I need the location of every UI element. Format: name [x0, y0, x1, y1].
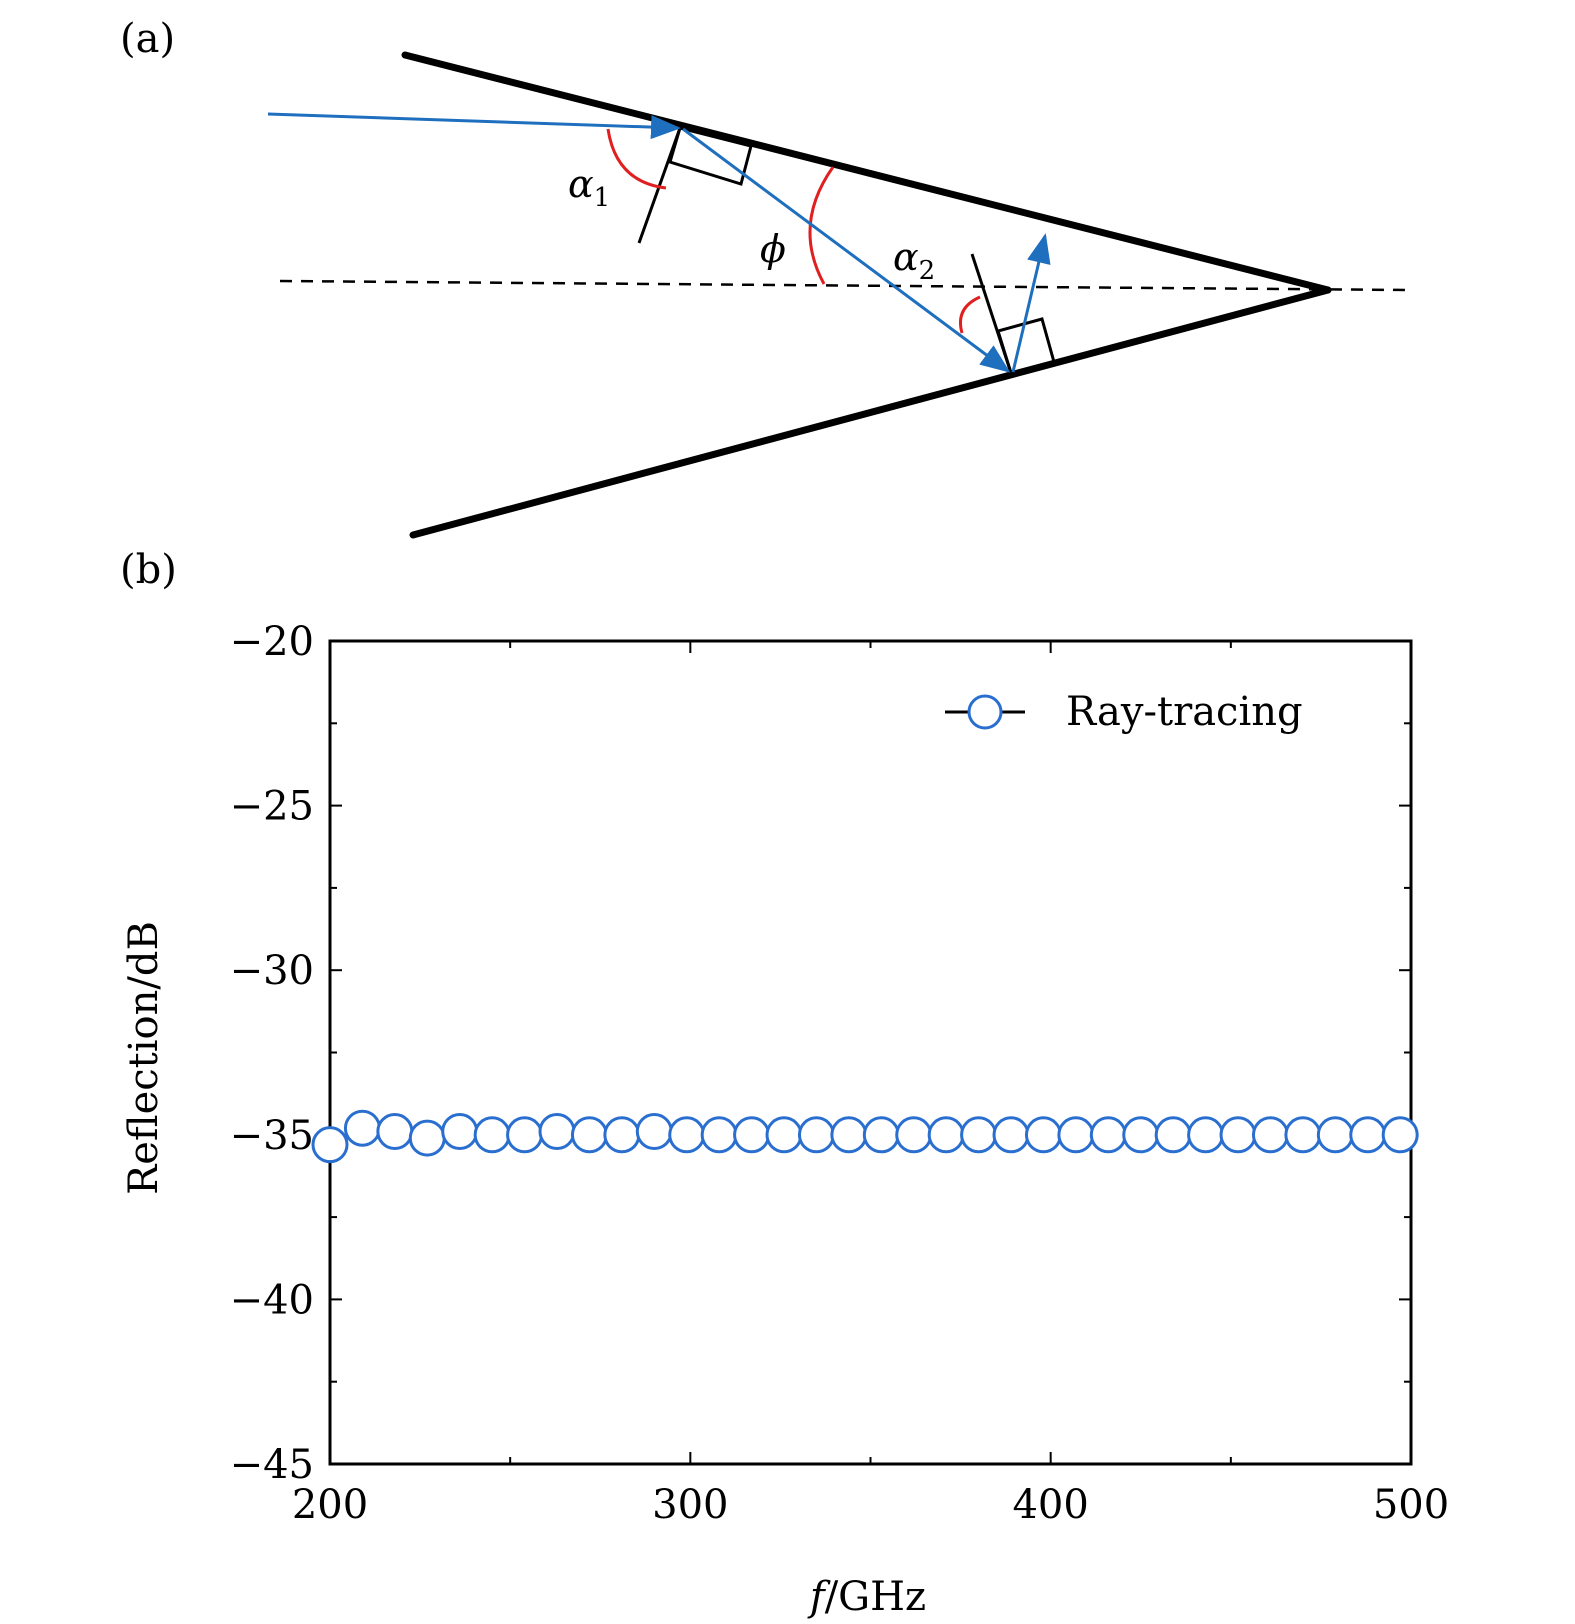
data-point — [1219, 1116, 1257, 1154]
data-point — [408, 1119, 446, 1157]
data-point — [473, 1116, 511, 1154]
data-point — [603, 1116, 641, 1154]
wedge-upper-wall — [401, 51, 1332, 294]
axis-ticks — [329, 640, 1412, 1465]
data-point — [1057, 1116, 1095, 1154]
data-point — [1349, 1116, 1387, 1154]
data-point — [733, 1116, 771, 1154]
data-point — [343, 1109, 381, 1147]
right-angle-marker-lower — [996, 317, 1056, 375]
y-tick-label: −45 — [230, 1442, 314, 1488]
y-tick-label: −20 — [230, 619, 314, 665]
y-tick-label: −30 — [230, 948, 314, 994]
plot-frame — [328, 639, 1413, 1466]
panel-a-label: (a) — [120, 16, 175, 62]
data-point — [895, 1116, 933, 1154]
data-point — [1316, 1116, 1354, 1154]
angle-arc-alpha1 — [606, 128, 667, 190]
data-point — [311, 1126, 349, 1164]
y-tick-label: −35 — [230, 1113, 314, 1159]
data-point — [506, 1116, 544, 1154]
x-tick-label: 400 — [1012, 1482, 1088, 1528]
angle-arc-alpha2 — [959, 295, 981, 334]
panel-b-chart: (b) 200 300 400 500 −20 −25 −30 −35 −40 −45 Refle… — [120, 547, 1449, 1620]
x-tick-label: 500 — [1373, 1482, 1449, 1528]
data-point — [376, 1113, 414, 1151]
data-point — [1187, 1116, 1225, 1154]
x-axis-label: f/GHz — [807, 1574, 926, 1620]
data-point — [765, 1116, 803, 1154]
data-point — [927, 1116, 965, 1154]
data-point — [570, 1116, 608, 1154]
data-point — [992, 1116, 1030, 1154]
data-point — [797, 1116, 835, 1154]
y-axis-label: Reflection/dB — [121, 921, 167, 1195]
y-tick-label: −40 — [230, 1277, 314, 1323]
alpha1-label: α1 — [568, 162, 610, 213]
data-point — [1122, 1116, 1160, 1154]
phi-label: ϕ — [760, 227, 786, 271]
reflected-ray-arrow — [682, 127, 1011, 373]
x-tick-label: 200 — [292, 1482, 368, 1528]
data-point — [1154, 1116, 1192, 1154]
data-point — [830, 1116, 868, 1154]
panel-a-diagram: (a) α1 ϕ α2 — [120, 16, 1408, 539]
legend-label-ray-tracing: Ray-tracing — [1066, 689, 1303, 735]
data-point — [960, 1116, 998, 1154]
y-tick-label: −25 — [230, 784, 314, 830]
data-point — [862, 1116, 900, 1154]
tick-labels: 200 300 400 500 −20 −25 −30 −35 −40 −45 — [230, 619, 1450, 1528]
alpha2-label: α2 — [893, 235, 935, 286]
data-point — [668, 1116, 706, 1154]
x-tick-label: 300 — [652, 1482, 728, 1528]
right-angle-marker-upper — [668, 126, 753, 186]
data-point — [1024, 1116, 1062, 1154]
data-point — [1284, 1116, 1322, 1154]
outgoing-ray-arrow — [1011, 233, 1051, 373]
data-point — [1251, 1116, 1289, 1154]
plot-area — [328, 639, 1413, 1466]
symmetry-axis — [279, 279, 1408, 292]
legend: Ray-tracing — [945, 689, 1303, 735]
panel-b-label: (b) — [120, 547, 177, 593]
incident-ray-arrow — [267, 112, 681, 140]
data-point — [1089, 1116, 1127, 1154]
data-point — [635, 1113, 673, 1151]
wedge-lower-wall — [409, 286, 1332, 539]
data-point — [538, 1113, 576, 1151]
series-layer — [311, 1109, 1419, 1164]
data-point — [700, 1116, 738, 1154]
data-point — [1381, 1116, 1419, 1154]
data-point — [441, 1113, 479, 1151]
legend-marker — [967, 694, 1003, 730]
